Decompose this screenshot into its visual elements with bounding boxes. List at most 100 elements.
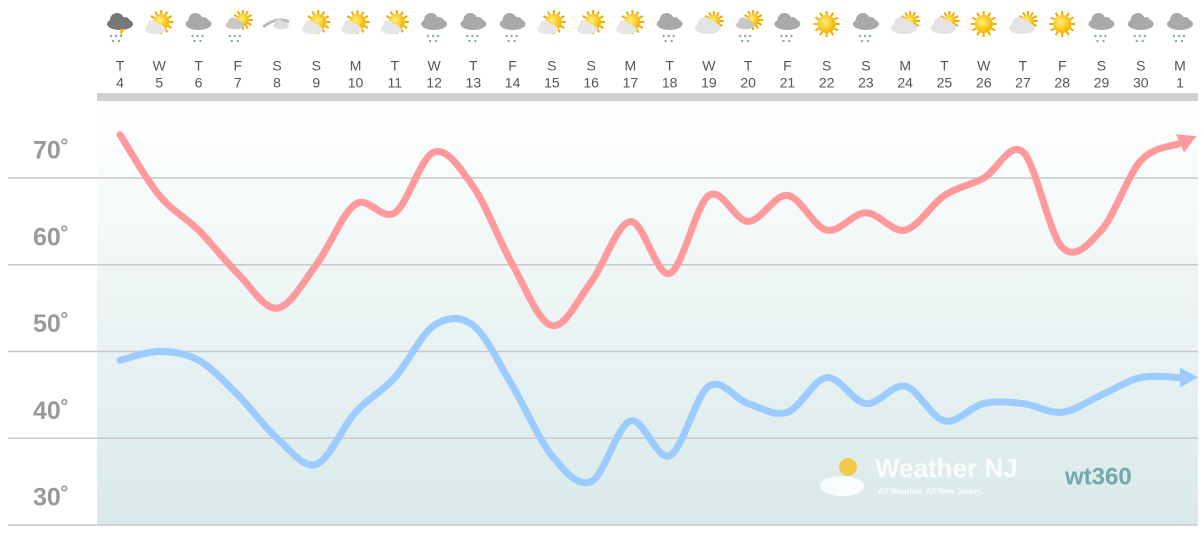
icon-ray: [586, 11, 590, 16]
icon-drop: [119, 34, 123, 38]
icon-drop: [230, 39, 233, 43]
icon-ray: [971, 27, 977, 32]
icon-cloud: [1180, 17, 1190, 27]
icon-ray: [912, 11, 917, 17]
header-bar: [97, 93, 1198, 101]
icon-drop: [1094, 34, 1097, 38]
weather-icon: [144, 10, 174, 35]
x-tick-label: 26: [976, 75, 992, 91]
icon-ray: [1054, 12, 1059, 17]
icon-drop: [114, 34, 118, 38]
x-tick-label: 16: [583, 75, 599, 91]
weather-icon: [107, 13, 133, 43]
plot-background: [97, 100, 1198, 525]
x-weekday-label: T: [1019, 58, 1028, 74]
icon-ray: [582, 15, 587, 19]
temperature-line: [116, 314, 1184, 487]
icon-drop: [510, 34, 513, 38]
x-tick-label: 25: [937, 75, 953, 91]
icon-ray: [560, 15, 565, 19]
icon-drop: [788, 39, 791, 43]
x-weekday-label: S: [547, 58, 556, 74]
x-tick-label: 24: [897, 75, 913, 91]
icon-drop: [738, 34, 742, 38]
icon-ray: [987, 31, 992, 36]
x-tick-label: 11: [388, 75, 403, 91]
icon-drop: [866, 39, 870, 43]
icon-ray: [704, 15, 710, 19]
x-tick-label: 12: [426, 75, 442, 91]
icon-ray: [542, 15, 548, 19]
icon-drop: [196, 34, 199, 38]
x-tick-label: 15: [544, 75, 560, 91]
icon-drop: [474, 39, 477, 43]
icon-ray: [954, 15, 959, 19]
icon-cloud: [198, 17, 209, 27]
icon-drop: [238, 34, 241, 38]
icon-ray: [154, 11, 159, 16]
weather-icon: [813, 11, 840, 37]
weather-icons: T4W5T6F7S8S9M10T11W12T13F14S15S16M17T18W…: [107, 10, 1193, 91]
icon-drop: [740, 39, 744, 43]
icon-drop: [1133, 34, 1136, 38]
x-weekday-label: S: [822, 58, 831, 74]
icon-drop: [1143, 34, 1146, 38]
icon-cloud: [351, 23, 360, 32]
icon-ray: [1065, 12, 1070, 17]
weather-icon: [341, 10, 370, 35]
icon-ray: [233, 14, 239, 18]
icon-cloud: [1021, 21, 1032, 31]
icon-cloud: [390, 23, 399, 32]
icon-ray: [1018, 15, 1024, 19]
icon-drop: [476, 34, 479, 38]
x-tick-label: 29: [1094, 75, 1110, 91]
icon-drop: [746, 39, 750, 43]
icon-ray: [635, 11, 640, 16]
icon-drop: [193, 39, 196, 43]
icon-ray: [904, 11, 909, 17]
icon-drop: [782, 39, 785, 43]
icon-ray: [757, 14, 763, 18]
icon-ray: [244, 10, 249, 16]
icon-ray: [307, 15, 312, 19]
icon-cloud: [512, 17, 523, 27]
icon-cloud: [547, 23, 556, 32]
x-weekday-label: S: [1136, 58, 1145, 74]
icon-ray: [324, 25, 330, 29]
icon-ray: [833, 16, 839, 21]
icon-drop: [1096, 39, 1099, 43]
icon-ray: [560, 25, 565, 29]
icon-drop: [664, 39, 667, 43]
icon-ray: [718, 23, 724, 27]
weather-icon: [1127, 13, 1154, 43]
icon-drop: [780, 34, 783, 38]
icon-ray: [1050, 16, 1055, 21]
weather-icon: [499, 13, 526, 43]
x-tick-label: 19: [701, 75, 717, 91]
icon-ray: [164, 11, 169, 16]
icon-drop: [117, 39, 121, 43]
icon-ray: [363, 25, 369, 29]
icon-ray: [1054, 31, 1059, 36]
icon-sun: [974, 15, 993, 33]
icon-drop: [191, 34, 194, 38]
icon-drop: [667, 34, 670, 38]
icon-cloud: [155, 23, 164, 32]
icon-ray: [346, 15, 352, 19]
icon-ray: [943, 11, 948, 17]
icon-ray: [755, 10, 760, 16]
weather-icon: [576, 10, 606, 35]
icon-ray: [638, 25, 644, 29]
x-weekday-label: S: [312, 58, 321, 74]
icon-drop: [1104, 34, 1107, 38]
x-weekday-label: T: [744, 58, 753, 74]
icon-ray: [167, 25, 173, 29]
icon-ray: [954, 23, 959, 27]
icon-drop: [111, 39, 115, 43]
icon-drop: [515, 34, 518, 38]
icon-ray: [1030, 11, 1034, 17]
y-tick-label: 60˚: [33, 223, 69, 251]
x-weekday-label: W: [427, 58, 441, 74]
icon-drop: [471, 34, 474, 38]
weather-icon: [301, 10, 331, 35]
